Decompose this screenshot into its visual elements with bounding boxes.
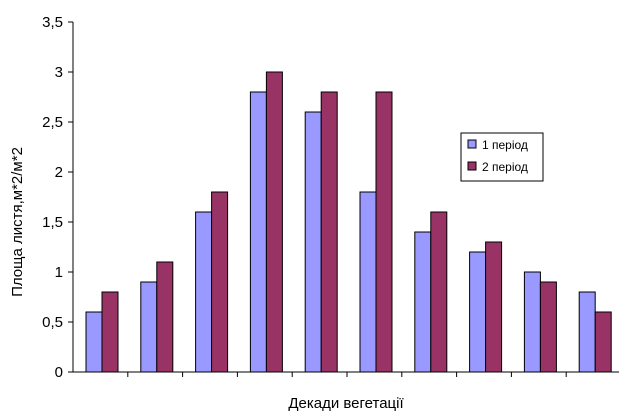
y-tick-label: 2 bbox=[55, 164, 63, 181]
y-tick-label: 0,5 bbox=[42, 314, 63, 331]
bar-2-3 bbox=[211, 191, 229, 373]
legend: 1 період 2 період bbox=[460, 132, 544, 182]
bar-2-2 bbox=[156, 261, 174, 373]
bar-2-6 bbox=[375, 91, 393, 373]
bar-1-2 bbox=[140, 281, 158, 373]
bar-2-4 bbox=[265, 71, 283, 373]
y-tick-label: 1,5 bbox=[42, 214, 63, 231]
y-tick-label: 1 bbox=[55, 264, 63, 281]
ticks-layer: 0 0,5 1 1,5 2 2,5 3 3,5 bbox=[42, 14, 567, 381]
y-tick-label: 2,5 bbox=[42, 114, 63, 131]
x-axis-title: Декади вегетації bbox=[288, 395, 404, 412]
legend-label-2: 2 період bbox=[482, 160, 528, 174]
bar-2-8 bbox=[485, 241, 503, 373]
y-axis-title: Площа листя,м*2/м*2 bbox=[9, 147, 26, 297]
legend-swatch-1 bbox=[467, 139, 477, 149]
bar-1-4 bbox=[249, 91, 267, 373]
bar-1-9 bbox=[523, 271, 541, 373]
y-tick-label: 0 bbox=[55, 364, 63, 381]
bar-1-7 bbox=[414, 231, 432, 373]
bar-1-5 bbox=[304, 111, 322, 373]
bar-2-1 bbox=[101, 291, 119, 373]
bars-layer bbox=[85, 71, 612, 373]
bar-2-9 bbox=[539, 281, 557, 373]
bar-2-10 bbox=[594, 311, 612, 373]
bar-2-5 bbox=[320, 91, 338, 373]
legend-label-1: 1 період bbox=[482, 138, 528, 152]
bar-1-8 bbox=[469, 251, 487, 373]
bar-1-6 bbox=[359, 191, 377, 373]
legend-swatch-2 bbox=[467, 161, 477, 171]
bar-1-10 bbox=[578, 291, 596, 373]
y-tick-label: 3 bbox=[55, 64, 63, 81]
y-tick-label: 3,5 bbox=[42, 14, 63, 31]
bar-2-7 bbox=[430, 211, 448, 373]
bar-1-3 bbox=[195, 211, 213, 373]
bar-1-1 bbox=[85, 311, 103, 373]
